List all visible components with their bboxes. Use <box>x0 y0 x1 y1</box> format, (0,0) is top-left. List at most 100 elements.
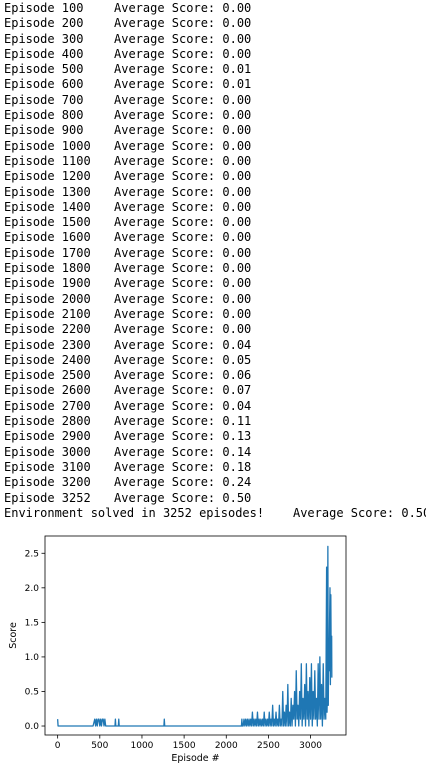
log-episode: Episode 1500 <box>4 215 91 230</box>
log-average-score: Average Score: 0.06 <box>114 368 252 383</box>
log-line: Episode 2000 Average Score: 0.00 <box>4 292 426 307</box>
log-line: Episode 2400 Average Score: 0.05 <box>4 353 426 368</box>
x-tick-label: 2000 <box>215 741 238 751</box>
log-average-score: Average Score: 0.00 <box>114 153 252 168</box>
log-average-score: Average Score: 0.00 <box>114 46 252 61</box>
log-line: Episode 500 Average Score: 0.01 <box>4 62 426 77</box>
y-tick-label: 1.5 <box>25 618 39 628</box>
log-average-score: Average Score: 0.00 <box>114 108 252 123</box>
log-episode: Episode 900 <box>4 123 84 138</box>
x-tick-label: 3000 <box>299 741 322 751</box>
log-average-score: Average Score: 0.13 <box>114 429 252 444</box>
log-average-score: Average Score: 0.00 <box>114 184 252 199</box>
log-average-score: Average Score: 0.07 <box>114 383 252 398</box>
log-episode: Episode 300 <box>4 31 84 46</box>
log-average-score: Average Score: 0.00 <box>114 245 252 260</box>
log-average-score: Average Score: 0.00 <box>114 92 252 107</box>
log-episode: Episode 400 <box>4 46 84 61</box>
score-plot: 0 500 1000 1500 2000 2500 3000 0.0 0.5 1.0 1.5 2.0 2… <box>0 528 426 764</box>
log-line: Episode 700 Average Score: 0.00 <box>4 93 426 108</box>
log-episode: Episode 1100 <box>4 153 91 168</box>
log-average-score: Average Score: 0.00 <box>114 276 252 291</box>
x-axis-label: Episode # <box>171 753 219 764</box>
log-episode: Episode 2600 <box>4 383 91 398</box>
log-line: Episode 2900 Average Score: 0.13 <box>4 429 426 444</box>
log-episode: Episode 2300 <box>4 337 91 352</box>
log-episode: Episode 3100 <box>4 459 91 474</box>
log-line: Episode 2500 Average Score: 0.06 <box>4 368 426 383</box>
log-episode: Episode 1900 <box>4 276 91 291</box>
log-average-score: Average Score: 0.00 <box>114 215 252 230</box>
log-line: Episode 600 Average Score: 0.01 <box>4 77 426 92</box>
log-line: Episode 1200 Average Score: 0.00 <box>4 169 426 184</box>
log-line: Episode 3100 Average Score: 0.18 <box>4 460 426 475</box>
log-line: Episode 1000 Average Score: 0.00 <box>4 139 426 154</box>
log-line: Episode 1500 Average Score: 0.00 <box>4 215 426 230</box>
log-episode: Episode 2700 <box>4 398 91 413</box>
log-average-score: Average Score: 0.00 <box>114 169 252 184</box>
log-average-score: Average Score: 0.14 <box>114 444 252 459</box>
log-average-score: Average Score: 0.00 <box>114 138 252 153</box>
log-episode: Episode 1000 <box>4 138 91 153</box>
log-average-score: Average Score: 0.00 <box>114 261 252 276</box>
log-line: Episode 1100 Average Score: 0.00 <box>4 154 426 169</box>
log-average-score: Average Score: 0.24 <box>114 475 252 490</box>
log-line: Episode 300 Average Score: 0.00 <box>4 32 426 47</box>
log-episode: Episode 700 <box>4 92 84 107</box>
log-line: Episode 2300 Average Score: 0.04 <box>4 338 426 353</box>
log-episode: Episode 1200 <box>4 169 91 184</box>
log-episode: Episode 2000 <box>4 291 91 306</box>
axes-frame <box>44 535 347 736</box>
log-average-score: Average Score: 0.05 <box>114 352 252 367</box>
log-average-score: Average Score: 0.00 <box>114 306 252 321</box>
x-tick-label: 500 <box>91 741 108 751</box>
x-tick-label: 2500 <box>257 741 280 751</box>
y-tick-label: 2.0 <box>25 584 40 594</box>
log-line: Episode 2100 Average Score: 0.00 <box>4 307 426 322</box>
log-line: Episode 400 Average Score: 0.00 <box>4 47 426 62</box>
log-episode: Episode 2800 <box>4 414 91 429</box>
score-chart-svg: 0 500 1000 1500 2000 2500 3000 0.0 0.5 1.0 1.5 2.0 2… <box>8 535 347 764</box>
log-episode: Episode 200 <box>4 16 84 31</box>
log-episode: Episode 600 <box>4 77 84 92</box>
log-episode: Episode 1600 <box>4 230 91 245</box>
x-tick-label: 1500 <box>173 741 196 751</box>
log-episode: Episode 2900 <box>4 429 91 444</box>
log-episode: Episode 100 <box>4 1 84 15</box>
log-line: Episode 900 Average Score: 0.00 <box>4 123 426 138</box>
log-average-score: Average Score: 0.00 <box>114 199 252 214</box>
log-average-score: Average Score: 0.01 <box>114 62 252 77</box>
x-tick-label: 1000 <box>131 741 154 751</box>
log-line: Episode 1900 Average Score: 0.00 <box>4 276 426 291</box>
log-line: Episode 100 Average Score: 0.00 <box>4 1 426 16</box>
training-log: Episode 100 Average Score: 0.00 Episode 20… <box>4 1 426 521</box>
log-average-score: Average Score: 0.00 <box>114 31 252 46</box>
log-episode: Episode 1800 <box>4 261 91 276</box>
log-line: Episode 1700 Average Score: 0.00 <box>4 246 426 261</box>
log-episode: Episode 3200 <box>4 475 91 490</box>
log-average-score: Average Score: 0.00 <box>114 291 252 306</box>
log-episode: Episode 2200 <box>4 322 91 337</box>
log-average-score: Average Score: 0.00 <box>114 123 252 138</box>
x-tick-label: 0 <box>55 741 61 751</box>
log-line: Episode 3252 Average Score: 0.50 <box>4 491 426 506</box>
log-average-score: Average Score: 0.04 <box>114 337 252 352</box>
log-episode: Episode 1300 <box>4 184 91 199</box>
log-episode: Episode 1400 <box>4 199 91 214</box>
log-average-score: Average Score: 0.11 <box>114 414 252 429</box>
log-episode: Episode 800 <box>4 108 84 123</box>
log-episode: Episode 1700 <box>4 245 91 260</box>
log-average-score: Average Score: 0.50 <box>114 490 252 505</box>
log-line: Episode 800 Average Score: 0.00 <box>4 108 426 123</box>
log-line: Episode 200 Average Score: 0.00 <box>4 16 426 31</box>
log-average-score: Average Score: 0.00 <box>114 1 252 15</box>
y-tick-label: 0.0 <box>25 722 40 732</box>
log-line: Episode 2200 Average Score: 0.00 <box>4 322 426 337</box>
y-tick-label: 1.0 <box>25 653 40 663</box>
log-average-score: Average Score: 0.18 <box>114 459 252 474</box>
y-axis-label: Score <box>8 622 19 649</box>
log-average-score: Average Score: 0.01 <box>114 77 252 92</box>
log-episode: Episode 2100 <box>4 306 91 321</box>
environment-solved-line: Environment solved in 3252 episodes! Ave… <box>4 505 426 520</box>
log-average-score: Average Score: 0.04 <box>114 398 252 413</box>
